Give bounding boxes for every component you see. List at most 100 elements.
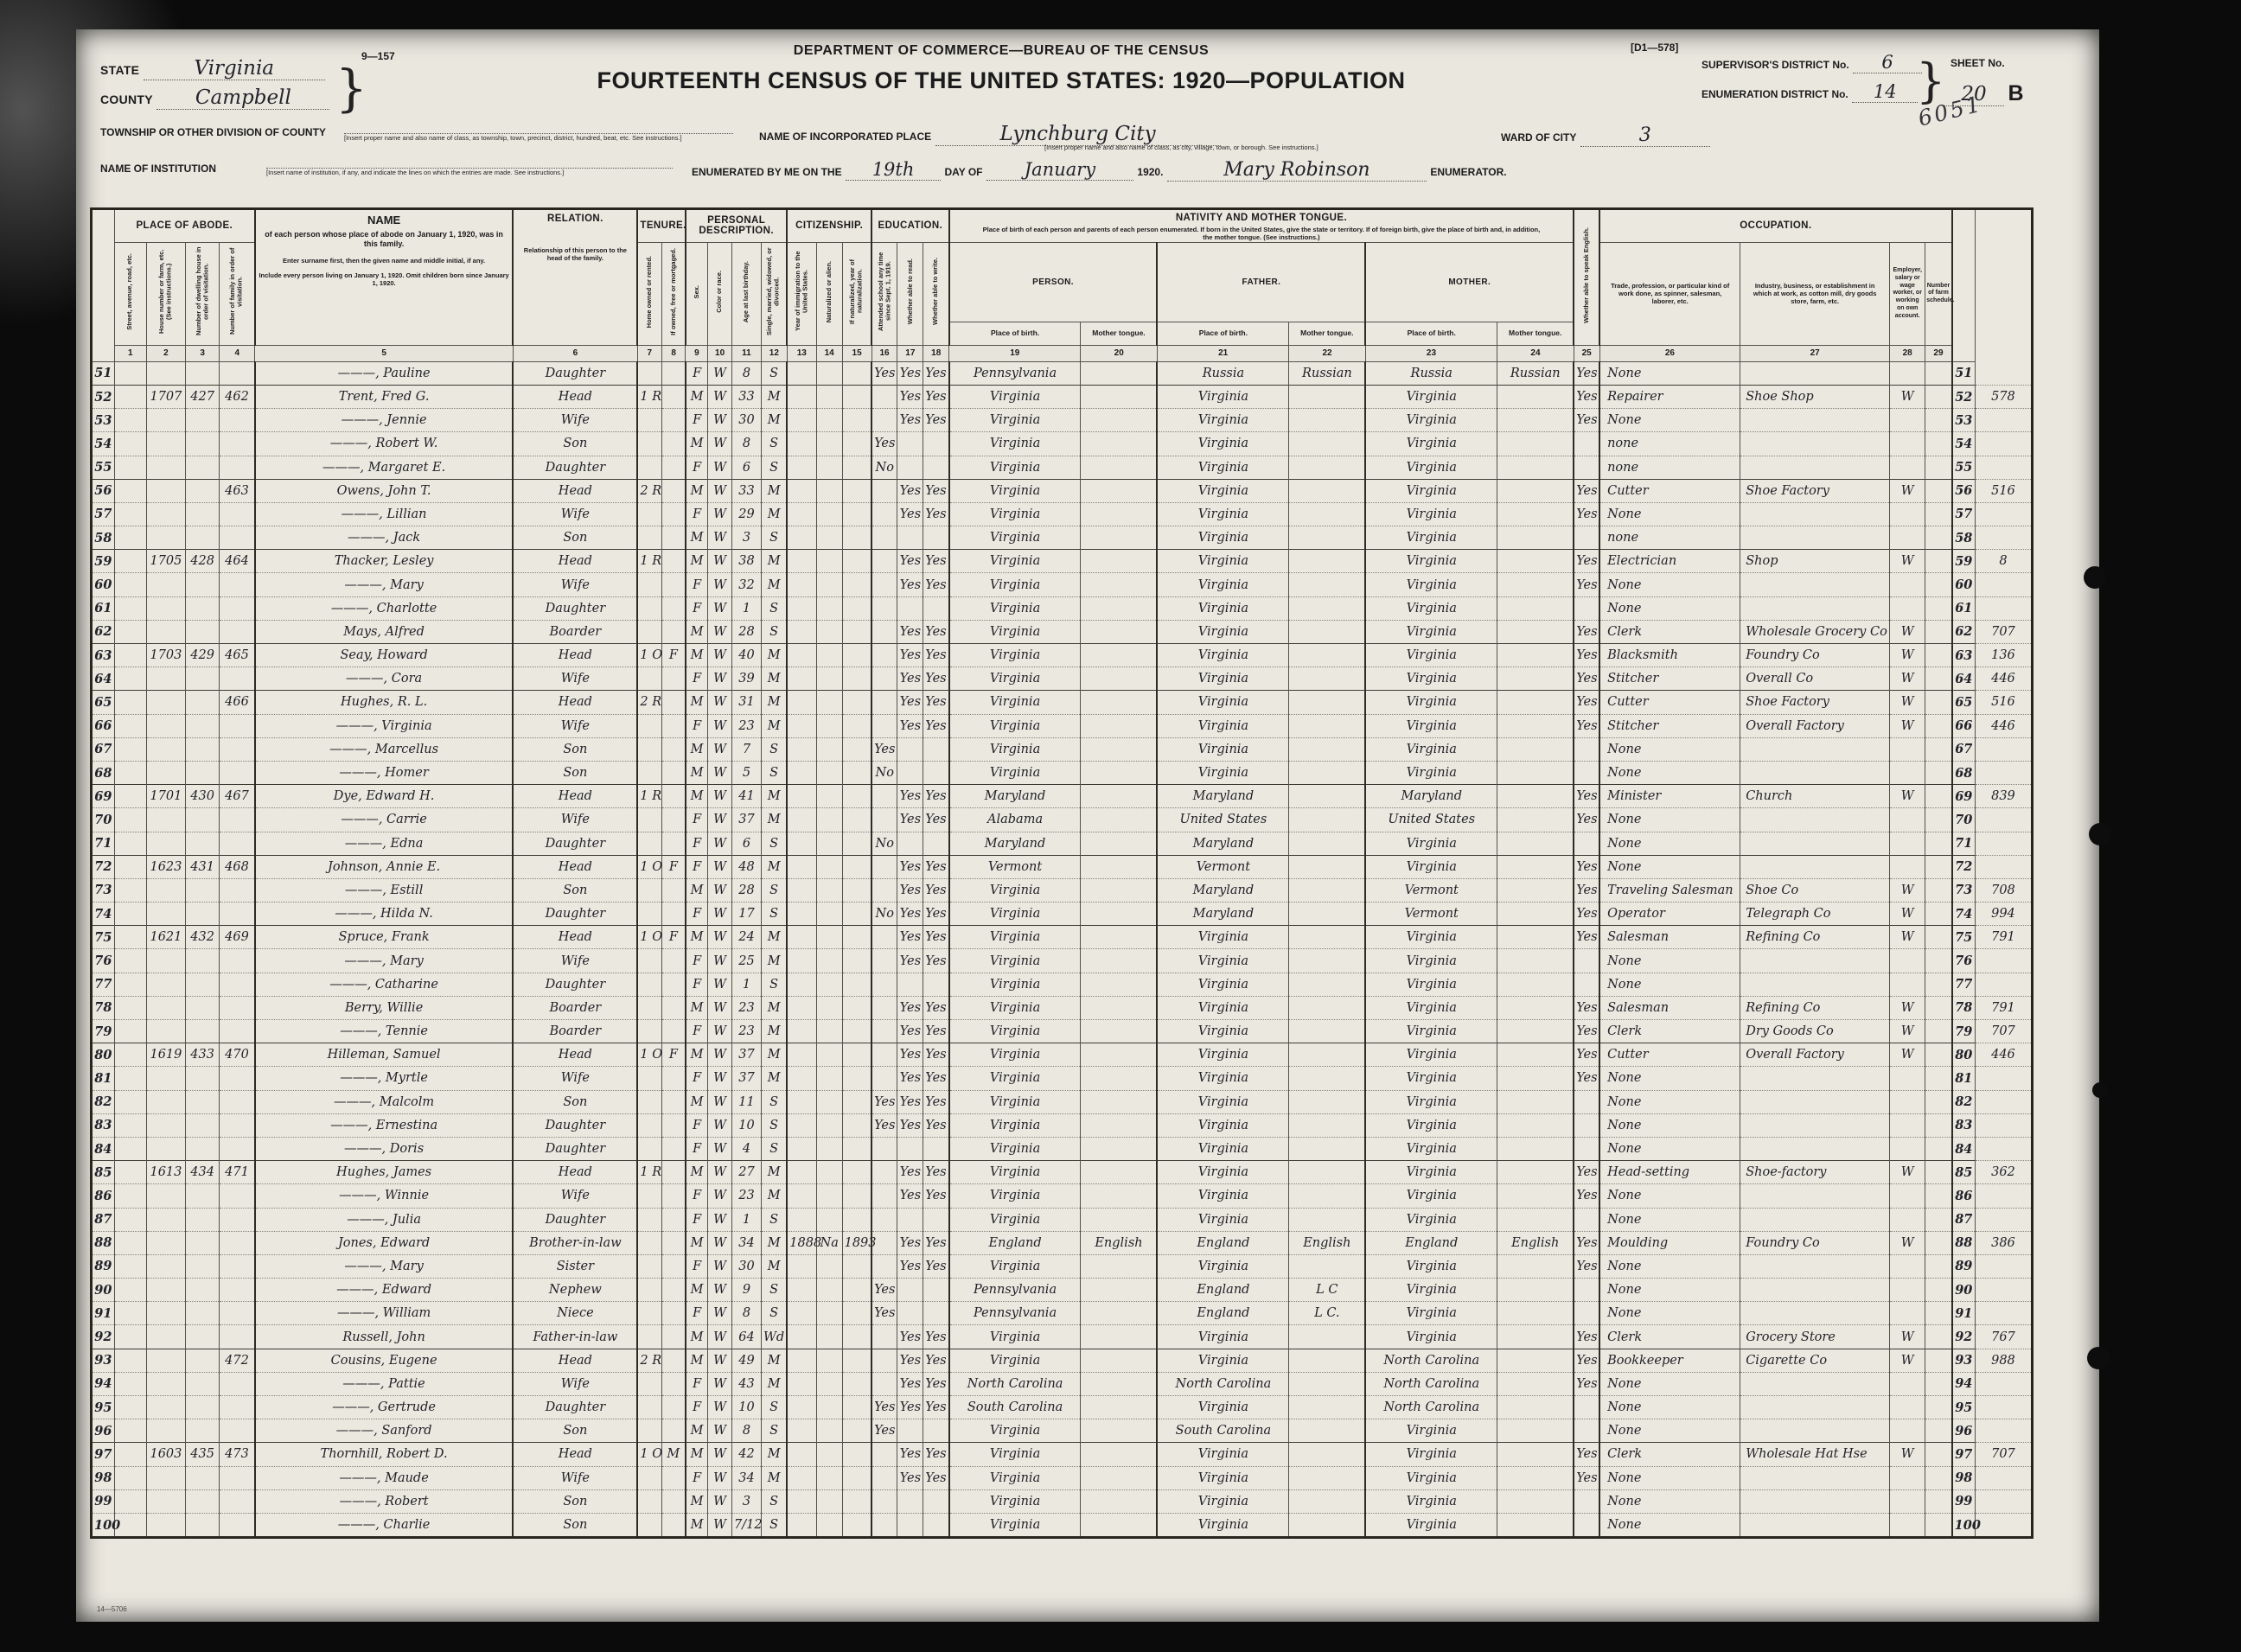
cell-person-mother-tongue <box>1080 1160 1158 1185</box>
margin-pencil-number: 446 <box>1991 672 2015 686</box>
cell-mother-mother-tongue <box>1497 1466 1574 1490</box>
cell-street <box>113 1183 147 1209</box>
cell-speaks-english <box>1573 596 1600 621</box>
row-number-left: 99 <box>91 1489 115 1514</box>
margin-pencil-number <box>1975 973 2032 996</box>
cell-age: 37 <box>731 807 762 832</box>
table-row: 53 ———, Jennie Wife F W 30 M Yes Yes Vir… <box>91 408 2033 433</box>
cell-street <box>113 761 147 786</box>
cell-home-owned-rented <box>636 1231 662 1255</box>
cell-employer-class: W <box>1889 620 1926 645</box>
cell-street <box>113 854 147 879</box>
cell-marital-status: S <box>760 1090 788 1114</box>
cell-color-race: W <box>707 526 732 551</box>
cell-able-to-write <box>923 1137 950 1162</box>
cell-attended-school <box>871 807 898 832</box>
cell-father-birthplace: Virginia <box>1156 761 1290 786</box>
cell-father-mother-tongue <box>1288 690 1366 715</box>
cell-family-number <box>219 1301 256 1326</box>
cell-mother-mother-tongue <box>1497 1113 1574 1138</box>
cell-attended-school: Yes <box>871 1113 898 1138</box>
cell-speaks-english: Yes <box>1573 572 1600 597</box>
table-row: 95 ———, Gertrude Daughter F W 10 S Yes Y… <box>91 1395 2033 1420</box>
cell-age: 1 <box>731 1208 762 1232</box>
cell-naturalization-year <box>841 807 872 832</box>
cell-trade: None <box>1599 1113 1741 1138</box>
cell-trade: None <box>1599 1466 1741 1490</box>
cell-industry <box>1740 1466 1891 1490</box>
cell-employer-class: W <box>1889 902 1926 927</box>
cell-speaks-english <box>1573 761 1600 786</box>
column-number: 22 <box>1288 344 1366 362</box>
cell-name: ———, Pauline <box>253 361 514 386</box>
cell-dwelling-number <box>185 1395 220 1420</box>
cell-person-birthplace: Virginia <box>948 1090 1082 1114</box>
cell-person-birthplace: North Carolina <box>948 1372 1082 1397</box>
cell-immigration-year: 1888 <box>786 1231 821 1255</box>
cell-able-to-read: Yes <box>897 478 924 503</box>
cell-father-mother-tongue <box>1288 1419 1366 1444</box>
cell-mother-birthplace: Virginia <box>1364 549 1498 574</box>
cell-sex: F <box>684 807 709 832</box>
cell-able-to-write <box>923 1301 950 1326</box>
cell-father-mother-tongue <box>1288 784 1366 809</box>
cell-father-birthplace: Virginia <box>1156 431 1290 456</box>
cell-person-birthplace: Virginia <box>948 1183 1082 1209</box>
cell-farm-schedule <box>1925 408 1953 433</box>
cell-age: 7/12 <box>731 1513 763 1539</box>
cell-age: 10 <box>731 1113 762 1138</box>
row-number-right: 99 <box>1950 1489 1976 1514</box>
cell-person-mother-tongue <box>1080 620 1158 645</box>
column-number: 26 <box>1599 344 1741 362</box>
cell-sex: F <box>684 1066 709 1091</box>
cell-street <box>113 948 147 973</box>
cell-age: 9 <box>731 1278 762 1303</box>
cell-person-birthplace: Virginia <box>948 642 1082 668</box>
cell-dwelling-number <box>185 1324 220 1349</box>
cell-able-to-write <box>923 1513 950 1539</box>
cell-person-birthplace: Virginia <box>948 549 1082 574</box>
cell-age: 37 <box>731 1043 762 1068</box>
cell-marital-status: S <box>760 1301 788 1326</box>
margin-pencil-number: 516 <box>1991 695 2015 710</box>
cell-family-number <box>219 431 256 456</box>
cell-name: Thornhill, Robert D. <box>253 1442 514 1467</box>
cell-speaks-english: Yes <box>1573 925 1600 950</box>
column-number: 3 <box>185 344 220 362</box>
cell-employer-class <box>1889 1513 1926 1539</box>
cell-speaks-english: Yes <box>1573 361 1600 386</box>
cell-mother-mother-tongue <box>1497 667 1574 692</box>
cell-family-number: 468 <box>219 854 256 879</box>
cell-naturalization-year <box>841 384 872 410</box>
cell-mother-mother-tongue <box>1497 1208 1574 1232</box>
cell-industry <box>1740 1137 1891 1162</box>
cell-industry <box>1740 1090 1891 1114</box>
cell-family-number <box>219 996 256 1021</box>
cell-employer-class <box>1889 1419 1926 1444</box>
cell-relation: Son <box>512 761 638 786</box>
cell-age: 6 <box>731 832 762 856</box>
cell-able-to-read <box>897 1301 924 1326</box>
cell-speaks-english: Yes <box>1573 854 1600 879</box>
margin-pencil-number <box>1975 456 2032 479</box>
cell-able-to-write: Yes <box>923 1113 950 1138</box>
column-able-to-write: Whether able to write. <box>923 241 950 346</box>
cell-naturalized-alien <box>815 361 843 386</box>
cell-immigration-year <box>786 1066 817 1091</box>
cell-person-birthplace: Virginia <box>948 596 1082 621</box>
incorporated-place-note: [Insert proper name and also name of cla… <box>1044 144 1318 151</box>
cell-able-to-write: Yes <box>923 572 950 597</box>
column-employer-class: Employer, salary or wage worker, or work… <box>1889 241 1926 346</box>
subgroup-mother: MOTHER. <box>1364 241 1574 322</box>
cell-home-owned-rented <box>636 1513 662 1539</box>
cell-father-birthplace: Virginia <box>1156 1513 1290 1539</box>
cell-sex: F <box>684 1183 709 1209</box>
cell-color-race: W <box>707 549 732 574</box>
cell-marital-status: S <box>760 526 788 551</box>
cell-relation: Head <box>512 549 638 574</box>
cell-dwelling-number <box>185 1419 220 1444</box>
row-number-right: 60 <box>1950 572 1976 597</box>
cell-mother-mother-tongue <box>1497 478 1574 503</box>
cell-family-number <box>219 502 256 527</box>
cell-house-number: 1619 <box>145 1043 187 1068</box>
